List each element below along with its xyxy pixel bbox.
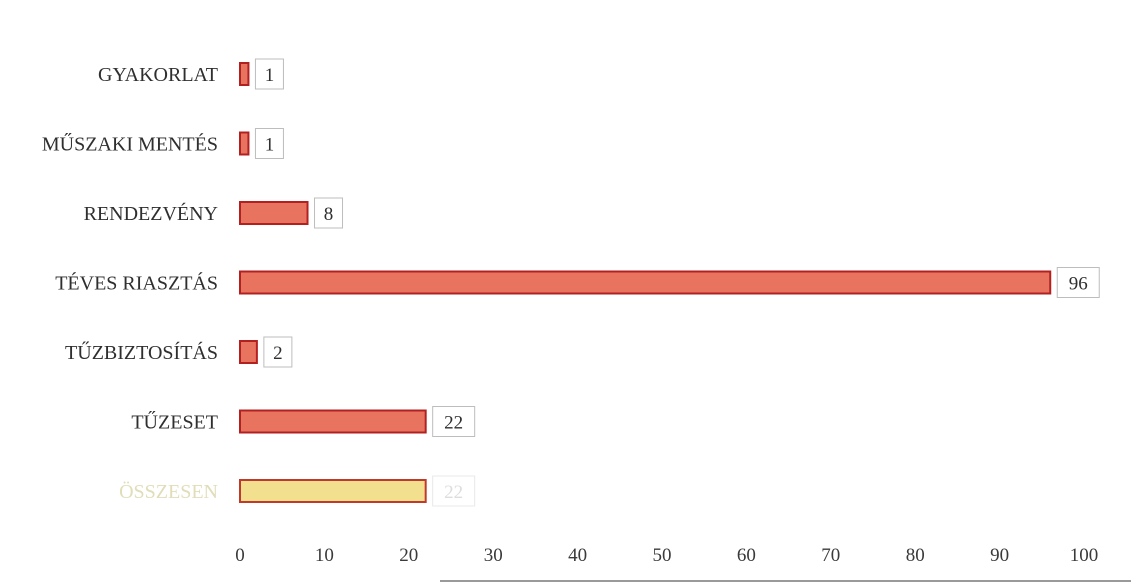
x-tick-label: 20 xyxy=(399,545,418,566)
data-label: 1 xyxy=(265,135,275,156)
category-label: ÖSSZESEN xyxy=(119,480,218,503)
x-tick-label: 70 xyxy=(821,545,840,566)
data-label: 22 xyxy=(444,482,463,503)
bar xyxy=(239,479,427,503)
x-axis-tick-labels: 0 10 20 30 40 50 60 70 80 90 100 xyxy=(235,545,1098,566)
category-label: MŰSZAKI MENTÉS xyxy=(42,132,218,156)
bar xyxy=(239,62,250,86)
category-label: GYAKORLAT xyxy=(98,64,218,86)
data-label: 22 xyxy=(444,413,463,434)
data-label-box xyxy=(1056,267,1100,298)
x-tick-label: 40 xyxy=(568,545,587,566)
data-label-box xyxy=(263,336,293,368)
category-label: RENDEZVÉNY xyxy=(84,202,218,225)
bar xyxy=(239,201,309,225)
data-label-box xyxy=(254,58,284,90)
bar xyxy=(239,270,1052,295)
data-label: 96 xyxy=(1069,274,1088,295)
category-label: TÉVES RIASZTÁS xyxy=(55,272,218,295)
data-label-box xyxy=(314,197,344,229)
data-label: 2 xyxy=(273,343,283,364)
category-label: TŰZBIZTOSÍTÁS xyxy=(65,340,218,364)
bar xyxy=(239,409,427,434)
x-tick-label: 50 xyxy=(653,545,672,566)
bars-group xyxy=(239,62,1052,503)
data-label-box xyxy=(432,475,476,507)
data-label: 1 xyxy=(265,65,275,86)
bar xyxy=(239,340,258,364)
data-label-box xyxy=(254,128,284,159)
x-tick-label: 60 xyxy=(737,545,756,566)
category-label: TŰZESET xyxy=(131,410,218,434)
x-tick-label: 10 xyxy=(315,545,334,566)
bar xyxy=(239,131,250,156)
data-label-box xyxy=(432,406,476,437)
data-label: 8 xyxy=(324,204,334,225)
x-tick-label: 80 xyxy=(906,545,925,566)
category-labels-group: GYAKORLAT MŰSZAKI MENTÉS RENDEZVÉNY TÉVES R… xyxy=(42,64,218,503)
x-tick-label: 100 xyxy=(1070,545,1099,566)
x-tick-label: 30 xyxy=(484,545,503,566)
x-tick-label: 90 xyxy=(990,545,1009,566)
x-tick-label: 0 xyxy=(235,545,245,566)
